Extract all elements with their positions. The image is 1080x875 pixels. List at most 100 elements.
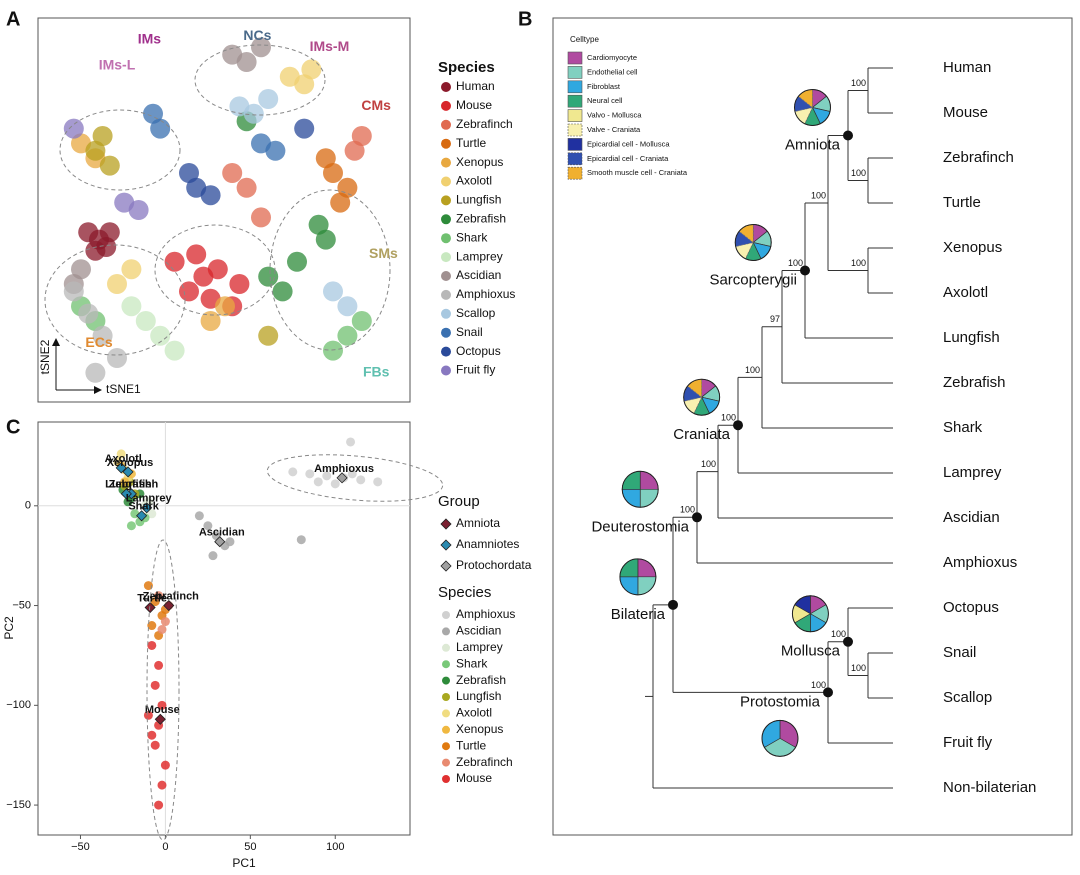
legend-label: Amniota <box>456 516 500 530</box>
cell-point <box>337 296 358 317</box>
cell-point <box>96 237 117 257</box>
legend-title: Group <box>438 493 480 510</box>
pca-point <box>147 621 157 631</box>
centroid <box>122 466 134 478</box>
pca-point <box>157 700 167 710</box>
pca-point <box>296 535 306 545</box>
pca-point <box>126 521 136 531</box>
pca-point <box>313 477 323 487</box>
y-axis-label: tSNE2 <box>38 339 52 374</box>
legend-swatch <box>441 271 451 281</box>
support: 100 <box>788 258 803 268</box>
legend-label: Lungfish <box>456 689 501 703</box>
cell-point <box>287 251 307 272</box>
support: 100 <box>701 459 716 469</box>
cluster-label: NCs <box>243 27 271 43</box>
leaf-label: Octopus <box>943 599 999 616</box>
centroid-label: Lamprey <box>126 493 173 505</box>
clade-label: Sarcopterygii <box>709 271 797 288</box>
legend-label: Fruit fly <box>456 363 495 377</box>
leaf-label: Amphioxus <box>943 554 1017 571</box>
legend-swatch <box>567 123 583 137</box>
panel-label: B <box>518 8 532 30</box>
clade-label: Amniota <box>785 136 841 153</box>
legend-swatch <box>442 627 450 636</box>
pca-point <box>116 449 126 459</box>
leaf-label: Turtle <box>943 194 981 211</box>
centroid <box>214 536 226 548</box>
outline <box>44 244 186 356</box>
clade-label: Craniata <box>673 426 730 443</box>
legend-swatch <box>442 742 450 751</box>
outline <box>266 454 444 502</box>
tsne-plot <box>63 37 372 383</box>
cell-point <box>121 296 142 317</box>
legend-swatch <box>567 152 583 166</box>
cluster-label: CMs <box>361 97 391 113</box>
cell-point <box>258 266 279 287</box>
pca-point <box>147 730 157 740</box>
legend-label: Axolotl <box>456 706 492 720</box>
cell-point <box>121 259 142 280</box>
centroid-label: Shark <box>128 501 159 513</box>
cell-point <box>222 163 243 183</box>
outline <box>146 539 180 841</box>
leaf-label: Fruit fly <box>943 734 993 751</box>
legend-label: Xenopus <box>456 722 503 736</box>
cell-point <box>344 140 365 161</box>
cell-point <box>243 103 264 124</box>
centroid <box>154 713 166 725</box>
pca-point <box>150 680 160 690</box>
cell-point <box>164 251 185 272</box>
pca-point <box>356 475 366 485</box>
support: 100 <box>831 629 846 639</box>
pca-point <box>157 624 167 634</box>
support: 100 <box>745 365 760 375</box>
legend-label: Shark <box>456 230 488 244</box>
support: 100 <box>811 190 826 200</box>
cell-point <box>236 52 257 72</box>
pca-point <box>288 467 298 477</box>
x-tick-label: −50 <box>71 841 90 853</box>
legend-swatch <box>441 138 451 149</box>
clade-node <box>733 420 743 431</box>
centroid <box>163 599 175 612</box>
pie-border <box>791 595 829 633</box>
cell-point <box>251 37 271 58</box>
leaf-label: Lamprey <box>943 464 1002 481</box>
legend-swatch <box>441 346 451 357</box>
pca-point <box>147 509 157 519</box>
cell-point <box>85 140 106 161</box>
pca-point <box>330 479 340 489</box>
leaf-label: Non-bilaterian <box>943 779 1036 796</box>
cell-point <box>330 192 351 213</box>
legend-label: Lungfish <box>456 193 501 207</box>
clade-node <box>668 599 678 610</box>
legend-swatch <box>441 214 451 225</box>
legend-label: Mouse <box>456 771 492 785</box>
cluster-label: IMs-L <box>99 56 136 72</box>
cell-point <box>63 118 84 139</box>
legend-label: Xenopus <box>456 155 503 169</box>
cell-point <box>107 274 127 294</box>
pca-point <box>120 477 130 487</box>
centroid-label: Zebrafish <box>109 479 159 491</box>
legend-swatch <box>567 109 583 122</box>
pie-border <box>621 470 659 508</box>
legend-label: Octopus <box>456 344 501 358</box>
pca-point <box>322 471 332 481</box>
centroid <box>136 510 148 522</box>
pca-point <box>225 537 235 547</box>
legend-label: Fibroblast <box>587 82 621 91</box>
legend-label: Epicardial cell - Mollusca <box>587 139 670 148</box>
cell-point <box>85 362 106 383</box>
legend-swatch <box>441 308 451 319</box>
clade-node <box>800 265 810 276</box>
legend-swatch <box>442 643 450 652</box>
cell-point <box>265 140 286 161</box>
legend-swatch <box>442 660 450 669</box>
centroid-label: Ascidian <box>199 527 245 539</box>
cluster-label: FBs <box>363 364 390 380</box>
pie-border <box>619 558 657 596</box>
cell-point <box>251 207 271 228</box>
